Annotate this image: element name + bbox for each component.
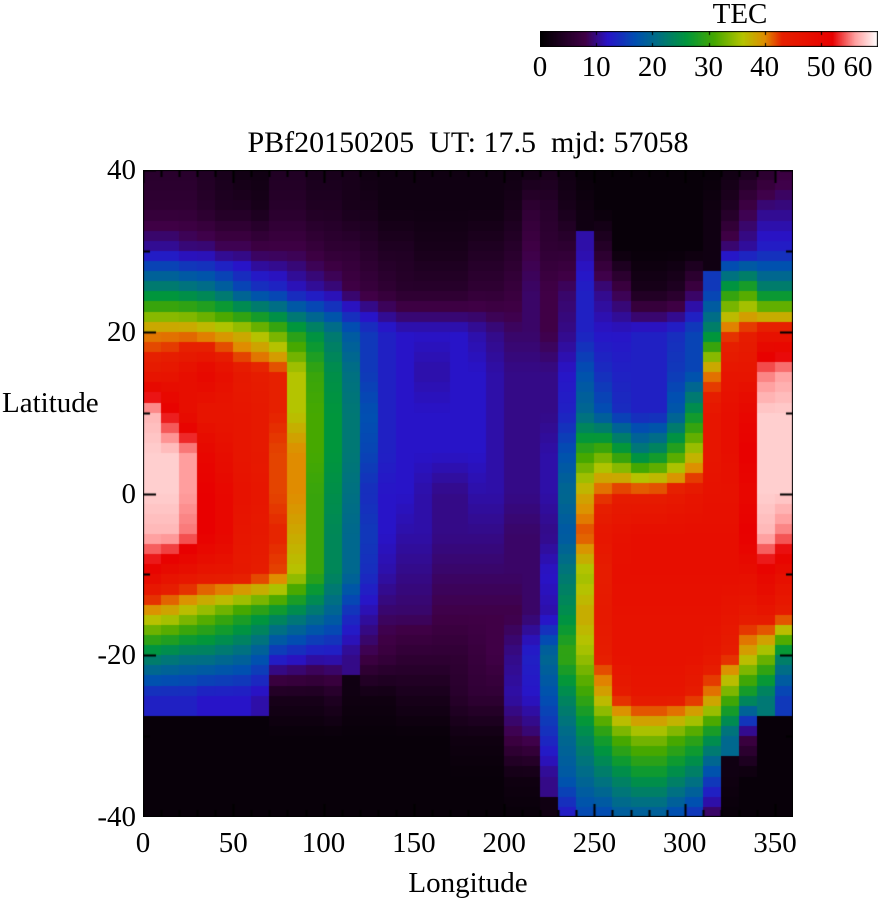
y-tick-label: 20 bbox=[107, 315, 136, 348]
colorbar-tick-label: 60 bbox=[843, 51, 873, 83]
x-tick-label: 250 bbox=[572, 827, 617, 859]
y-axis-title: Latitude bbox=[2, 387, 99, 419]
plot-title: PBf20150205 UT: 17.5 mjd: 57058 bbox=[247, 126, 689, 159]
y-tick-label: 0 bbox=[121, 477, 137, 510]
x-tick-label: 50 bbox=[218, 827, 248, 859]
x-tick-label: 200 bbox=[482, 827, 526, 859]
colorbar-title: TEC bbox=[712, 0, 768, 30]
colorbar-tick-label: 0 bbox=[532, 51, 548, 83]
y-tick-label: -20 bbox=[97, 639, 136, 672]
y-tick-label: 40 bbox=[107, 154, 136, 186]
colorbar-tick-label: 40 bbox=[750, 51, 780, 83]
heatmap-plot bbox=[143, 170, 793, 817]
colorbar-tick-label: 50 bbox=[806, 51, 836, 83]
colorbar-tick-label: 20 bbox=[637, 51, 667, 83]
x-tick-label: 150 bbox=[392, 827, 436, 859]
x-tick-label: 0 bbox=[135, 827, 151, 859]
x-axis-title: Longitude bbox=[408, 867, 528, 899]
y-tick-label: -40 bbox=[97, 801, 136, 833]
x-tick-label: 300 bbox=[662, 827, 707, 859]
x-tick-label: 100 bbox=[301, 827, 346, 859]
x-tick-label: 350 bbox=[753, 827, 797, 859]
colorbar bbox=[540, 31, 878, 47]
colorbar-tick-label: 10 bbox=[581, 51, 611, 83]
colorbar-tick-label: 30 bbox=[694, 51, 723, 83]
